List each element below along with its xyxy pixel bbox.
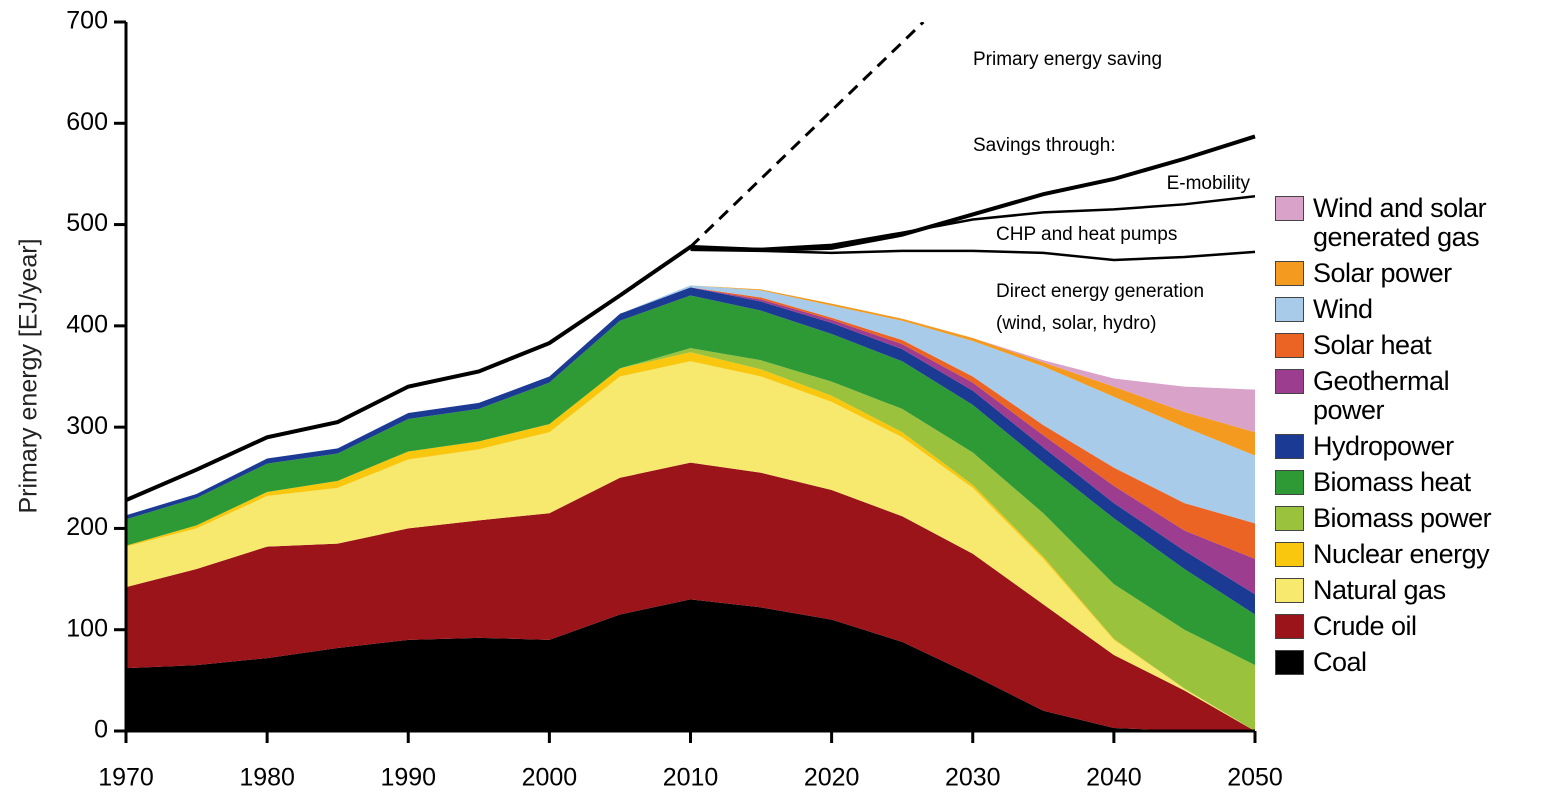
annotation: (wind, solar, hydro) bbox=[996, 313, 1157, 334]
legend-swatch bbox=[1275, 470, 1304, 495]
legend-item: Coal bbox=[1275, 648, 1545, 677]
x-tick-label: 1990 bbox=[380, 764, 436, 792]
y-tick-label: 200 bbox=[66, 513, 108, 541]
legend-swatch bbox=[1275, 297, 1304, 322]
y-tick-label: 500 bbox=[66, 209, 108, 237]
legend-swatch bbox=[1275, 261, 1304, 286]
saving-line bbox=[690, 248, 1256, 262]
legend-item: Natural gas bbox=[1275, 576, 1545, 605]
x-tick-label: 2000 bbox=[522, 764, 578, 792]
legend-item: Solar heat bbox=[1275, 331, 1545, 360]
area bbox=[126, 599, 1255, 731]
area bbox=[126, 462, 1255, 731]
legend-label: Biomass heat bbox=[1313, 467, 1471, 497]
legend-item: Wind bbox=[1275, 295, 1545, 324]
legend-swatch bbox=[1275, 434, 1304, 459]
annotation: Direct energy generation bbox=[996, 281, 1204, 302]
saving-line bbox=[690, 194, 1256, 251]
legend-item: Wind and solar generated gas bbox=[1275, 194, 1545, 252]
annotation: Savings through: bbox=[973, 135, 1116, 156]
legend-item: Hydropower bbox=[1275, 432, 1545, 461]
annotation: Primary energy saving bbox=[973, 49, 1162, 70]
x-tick-label: 2050 bbox=[1227, 764, 1283, 792]
legend-item: Nuclear energy bbox=[1275, 540, 1545, 569]
legend-swatch bbox=[1275, 196, 1304, 221]
area bbox=[126, 295, 1255, 666]
x-tick-label: 1980 bbox=[239, 764, 295, 792]
legend-label: Coal bbox=[1313, 647, 1367, 677]
legend-item: Crude oil bbox=[1275, 612, 1545, 641]
y-tick-label: 300 bbox=[66, 412, 108, 440]
area bbox=[126, 361, 1255, 731]
y-tick-label: 0 bbox=[94, 716, 108, 744]
legend-label: Crude oil bbox=[1313, 611, 1417, 641]
projection-line bbox=[689, 22, 925, 248]
legend-label: Nuclear energy bbox=[1313, 539, 1490, 569]
y-tick-label: 100 bbox=[66, 614, 108, 642]
area bbox=[126, 287, 1255, 559]
x-tick-label: 2030 bbox=[945, 764, 1001, 792]
legend-item: Biomass power bbox=[1275, 504, 1545, 533]
x-tick-label: 1970 bbox=[98, 764, 154, 792]
area bbox=[126, 348, 1255, 731]
annotation: E-mobility bbox=[1167, 173, 1251, 194]
legend-item: Geothermal power bbox=[1275, 367, 1545, 425]
x-tick-label: 2040 bbox=[1086, 764, 1142, 792]
legend-label: Solar power bbox=[1313, 258, 1452, 288]
legend-swatch bbox=[1275, 614, 1304, 639]
legend-item: Biomass heat bbox=[1275, 468, 1545, 497]
y-tick-label: 600 bbox=[66, 108, 108, 136]
x-tick-label: 2020 bbox=[804, 764, 860, 792]
legend-item: Solar power bbox=[1275, 259, 1545, 288]
annotation: CHP and heat pumps bbox=[996, 224, 1177, 245]
legend-label: Natural gas bbox=[1313, 575, 1446, 605]
legend-swatch bbox=[1275, 650, 1304, 675]
y-axis-label: Primary energy [EJ/year] bbox=[15, 238, 43, 513]
legend-label: Solar heat bbox=[1313, 330, 1432, 360]
legend-swatch bbox=[1275, 578, 1304, 603]
legend-label: Wind and solar generated gas bbox=[1313, 193, 1487, 252]
legend-swatch bbox=[1275, 333, 1304, 358]
legend-swatch bbox=[1275, 542, 1304, 567]
y-tick-label: 700 bbox=[66, 7, 108, 35]
legend-label: Hydropower bbox=[1313, 431, 1454, 461]
legend-swatch bbox=[1275, 369, 1304, 394]
legend-label: Wind bbox=[1313, 294, 1373, 324]
legend: Wind and solar generated gas Solar power W… bbox=[1275, 194, 1545, 684]
x-tick-label: 2010 bbox=[663, 764, 719, 792]
legend-label: Biomass power bbox=[1313, 503, 1492, 533]
area bbox=[126, 287, 1255, 615]
y-tick-label: 400 bbox=[66, 310, 108, 338]
legend-swatch bbox=[1275, 506, 1304, 531]
area bbox=[126, 285, 1255, 524]
legend-label: Geothermal power bbox=[1313, 366, 1450, 425]
